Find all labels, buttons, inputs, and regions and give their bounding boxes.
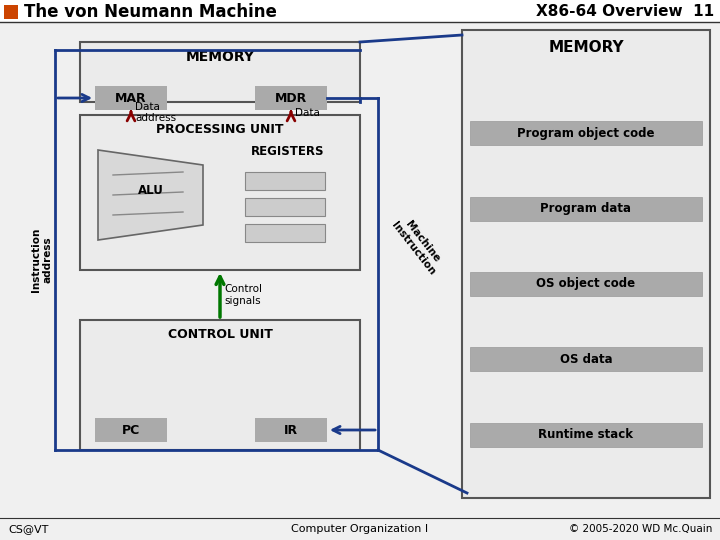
Text: © 2005-2020 WD Mc.Quain: © 2005-2020 WD Mc.Quain — [569, 524, 712, 534]
Text: REGISTERS: REGISTERS — [251, 145, 325, 158]
Text: Data
address: Data address — [135, 102, 176, 123]
FancyBboxPatch shape — [470, 347, 702, 372]
Text: Data: Data — [295, 107, 320, 118]
FancyBboxPatch shape — [245, 224, 325, 242]
FancyBboxPatch shape — [0, 0, 720, 22]
Text: Program data: Program data — [541, 202, 631, 215]
Text: Control
signals: Control signals — [224, 284, 262, 306]
Text: Machine
Instruction: Machine Instruction — [390, 213, 446, 277]
FancyBboxPatch shape — [255, 418, 327, 442]
FancyBboxPatch shape — [4, 5, 18, 19]
FancyBboxPatch shape — [80, 320, 360, 450]
Text: MEMORY: MEMORY — [548, 40, 624, 55]
FancyBboxPatch shape — [28, 30, 448, 498]
Text: CONTROL UNIT: CONTROL UNIT — [168, 328, 272, 341]
Text: OS data: OS data — [559, 353, 612, 366]
Text: Computer Organization I: Computer Organization I — [292, 524, 428, 534]
FancyBboxPatch shape — [255, 86, 327, 110]
Text: ALU: ALU — [138, 184, 163, 197]
Text: MAR: MAR — [115, 91, 147, 105]
Text: MDR: MDR — [275, 91, 307, 105]
FancyBboxPatch shape — [95, 418, 167, 442]
Text: PC: PC — [122, 423, 140, 436]
FancyBboxPatch shape — [80, 115, 360, 270]
Text: Program object code: Program object code — [517, 127, 654, 140]
Text: PROCESSING UNIT: PROCESSING UNIT — [156, 123, 284, 136]
FancyBboxPatch shape — [0, 22, 720, 518]
Text: OS object code: OS object code — [536, 278, 636, 291]
FancyBboxPatch shape — [462, 30, 710, 498]
Text: MEMORY: MEMORY — [186, 50, 254, 64]
FancyBboxPatch shape — [245, 198, 325, 216]
Text: X86-64 Overview  11: X86-64 Overview 11 — [536, 4, 714, 19]
FancyBboxPatch shape — [80, 42, 360, 102]
Polygon shape — [98, 150, 203, 240]
Text: Runtime stack: Runtime stack — [539, 428, 634, 441]
FancyBboxPatch shape — [470, 423, 702, 447]
Text: IR: IR — [284, 423, 298, 436]
FancyBboxPatch shape — [95, 86, 167, 110]
FancyBboxPatch shape — [470, 197, 702, 221]
FancyBboxPatch shape — [470, 272, 702, 296]
Text: CS@VT: CS@VT — [8, 524, 48, 534]
Text: The von Neumann Machine: The von Neumann Machine — [24, 3, 277, 21]
Text: Instruction
address: Instruction address — [31, 228, 53, 292]
FancyBboxPatch shape — [245, 172, 325, 190]
FancyBboxPatch shape — [470, 122, 702, 145]
